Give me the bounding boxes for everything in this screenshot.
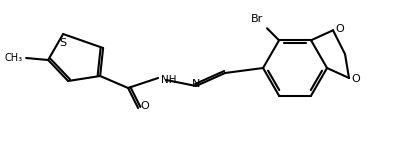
Text: N: N xyxy=(192,79,200,89)
Text: O: O xyxy=(140,101,149,111)
Text: S: S xyxy=(59,38,66,48)
Text: O: O xyxy=(350,74,359,84)
Text: Br: Br xyxy=(250,14,262,24)
Text: O: O xyxy=(334,24,343,34)
Text: NH: NH xyxy=(161,75,176,85)
Text: CH₃: CH₃ xyxy=(4,53,22,63)
